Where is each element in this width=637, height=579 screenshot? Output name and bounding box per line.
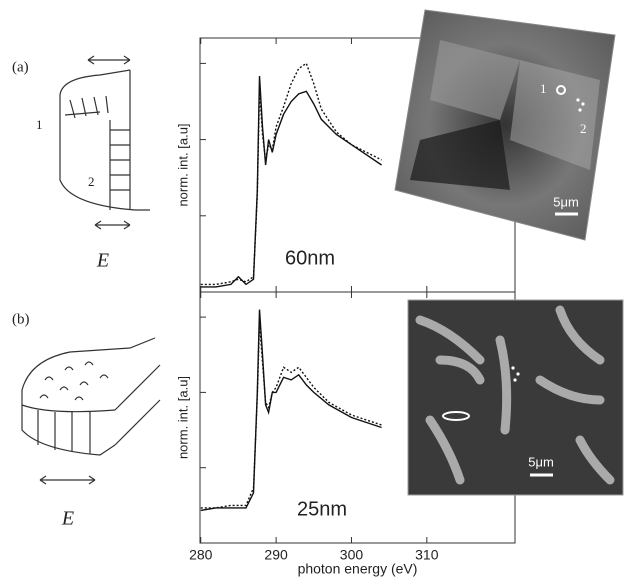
sketch-a [60,56,150,229]
x-axis-label: photon energy (eV) [298,561,418,577]
y-axis-label: norm. int. [a.u] [175,123,190,206]
panel-label: (a) [12,59,29,75]
scale-bar-label: 5μm [528,454,554,469]
annotation: 60nm [285,247,335,269]
sketch-b [22,338,160,484]
sketch-label: 2 [88,174,95,189]
x-tick-label: 280 [189,547,213,563]
x-tick-label: 310 [415,547,439,563]
micrograph-b [408,300,623,495]
image-label: 2 [580,121,587,136]
x-tick-label: 290 [264,547,288,563]
spectrum-line [201,322,382,508]
y-axis-label: norm. int. [a.u] [175,376,190,459]
scale-bar-label: 5μm [553,194,579,209]
spectrum-line [201,310,382,511]
field-label: E [61,508,74,530]
sketch-label: 1 [36,117,43,132]
annotation: 25nm [297,498,347,520]
figure: norm. int. [a.u]60nm280290300310norm. in… [0,0,637,579]
field-label: E [96,250,109,272]
panel-label: (b) [12,311,30,327]
image-label: 1 [540,81,547,96]
